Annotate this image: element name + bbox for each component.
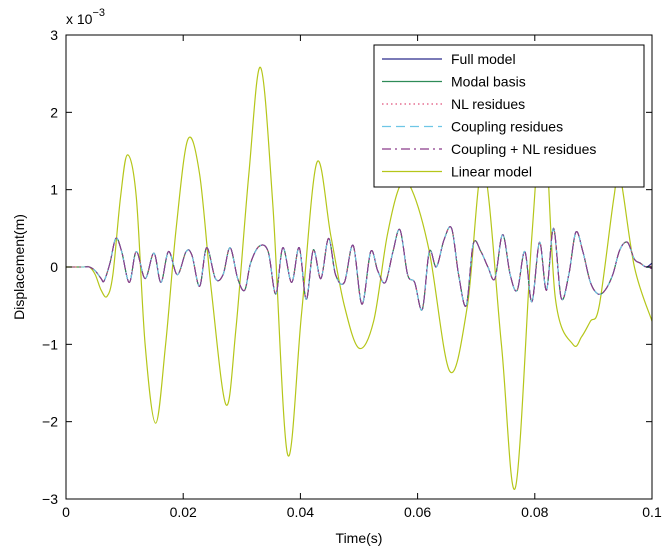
series-line-coupling-nl-residues [66,226,652,311]
x-tick-label: 0.08 [521,504,548,520]
x-tick-label: 0 [62,504,70,520]
legend-label: Linear model [451,164,532,180]
x-tick-label: 0.06 [404,504,431,520]
y-multiplier-label: x 10−3 [66,7,105,27]
legend-label: Modal basis [451,74,526,90]
legend-label: NL residues [451,96,525,112]
ticks-layer: 0 0.02 0.04 0.06 0.08 0.1 −3 −2 −1 0 1 2 3 [42,27,662,520]
x-tick-label: 0.1 [642,504,662,520]
x-tick-label: 0.02 [170,504,197,520]
y-tick-label: −3 [42,491,58,507]
y-tick-label: 1 [50,182,58,198]
y-tick-label: 3 [50,27,58,43]
legend-label: Coupling residues [451,119,563,135]
legend-label: Coupling + NL residues [451,141,596,157]
y-tick-label: 0 [50,259,58,275]
y-tick-label: −1 [42,336,58,352]
series-line-coupling-residues [66,226,652,311]
x-tick-label: 0.04 [287,504,314,520]
legend-box [373,44,645,188]
legend-label: Full model [451,51,516,67]
legend: Full model Modal basis NL residues Coupling… [373,44,645,188]
y-tick-label: −2 [42,414,58,430]
y-axis-label: Displacement(m) [11,214,27,320]
x-axis-label: Time(s) [336,530,383,546]
y-tick-label: 2 [50,104,58,120]
